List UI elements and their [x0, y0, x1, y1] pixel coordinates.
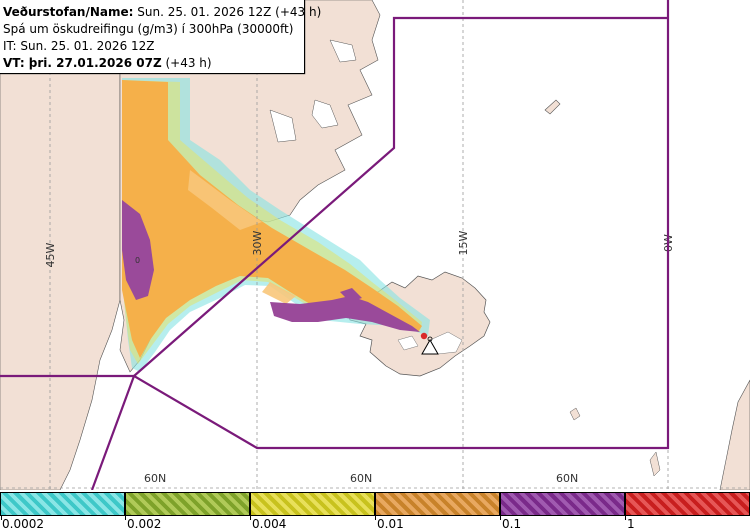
lon-label-30w: 30W — [251, 230, 264, 255]
norway-coast — [719, 379, 750, 490]
fir-boundary-reykjavik — [132, 0, 670, 450]
volcano-icon — [421, 336, 439, 355]
iceland-glacier — [397, 335, 419, 351]
ash-source-red — [420, 332, 428, 340]
forecast-info-box: Veðurstofan/Name: Sun. 25. 01. 2026 12Z … — [0, 0, 321, 74]
fir-boundary — [0, 0, 670, 490]
jan-mayen-island — [544, 99, 561, 115]
legend-tickmark — [125, 516, 126, 520]
issuer-label: Veðurstofan/Name: — [3, 5, 134, 19]
ash-plume-purple-east — [340, 288, 362, 302]
fir-boundary-south — [90, 375, 136, 490]
legend-tick-label: 0.0002 — [2, 517, 44, 531]
valid-time-label: VT: þri. 27.01.2026 07Z — [3, 56, 162, 70]
issue-time: Sun. 25. 01. 2026 12Z (+43 h) — [133, 5, 322, 19]
legend-tickmark — [625, 516, 626, 520]
greenland-fjord — [311, 99, 339, 129]
ash-dispersion-map: 0 45W 30W 15W 0W 60N 60N 60N — [0, 0, 750, 490]
legend-tickmark — [250, 516, 251, 520]
legend-swatch — [375, 492, 500, 516]
lat-label-60n: 60N — [144, 472, 166, 485]
legend-tick-label: 0.1 — [502, 517, 522, 531]
contour-label: 0 — [135, 256, 140, 265]
legend-tickmark — [375, 516, 376, 520]
info-line-1: Veðurstofan/Name: Sun. 25. 01. 2026 12Z … — [3, 4, 321, 21]
lat-label-60n: 60N — [350, 472, 372, 485]
lon-label-45w: 45W — [44, 242, 57, 267]
legend-tick-label: 0.002 — [127, 517, 162, 531]
legend-swatch — [125, 492, 250, 516]
legend-tickmark — [1, 516, 2, 520]
greenland-fjord — [269, 109, 297, 143]
legend-tick-label: 0.004 — [252, 517, 287, 531]
ash-plume-orange-light — [262, 282, 296, 304]
legend-swatch — [500, 492, 625, 516]
ash-plume-orange-light — [188, 170, 262, 230]
ash-plume-purple-west — [122, 200, 154, 300]
info-line-3: IT: Sun. 25. 01. 2026 12Z — [3, 39, 155, 53]
faroe-islands — [569, 407, 581, 421]
info-line-4: VT: þri. 27.01.2026 07Z (+43 h) — [3, 55, 304, 72]
greenland-fjord — [329, 39, 357, 63]
legend-tick-label: 0.01 — [377, 517, 404, 531]
concentration-legend: 0.0002 0.002 0.004 0.01 0.1 1 — [0, 490, 750, 532]
legend-tickmark — [500, 516, 501, 520]
legend-swatch — [0, 492, 125, 516]
shetland-islands — [649, 451, 661, 477]
legend-swatch — [250, 492, 375, 516]
legend-tick-label: 1 — [627, 517, 635, 531]
ash-plume-orange — [122, 80, 422, 358]
info-line-2: Spá um öskudreifingu (g/m3) í 300hPa (30… — [3, 22, 294, 36]
legend-swatch — [625, 492, 750, 516]
lat-label-60n: 60N — [556, 472, 578, 485]
valid-time-offset: (+43 h) — [161, 56, 212, 70]
ash-plume-purple-east — [270, 296, 420, 332]
lon-label-15w: 15W — [457, 230, 470, 255]
